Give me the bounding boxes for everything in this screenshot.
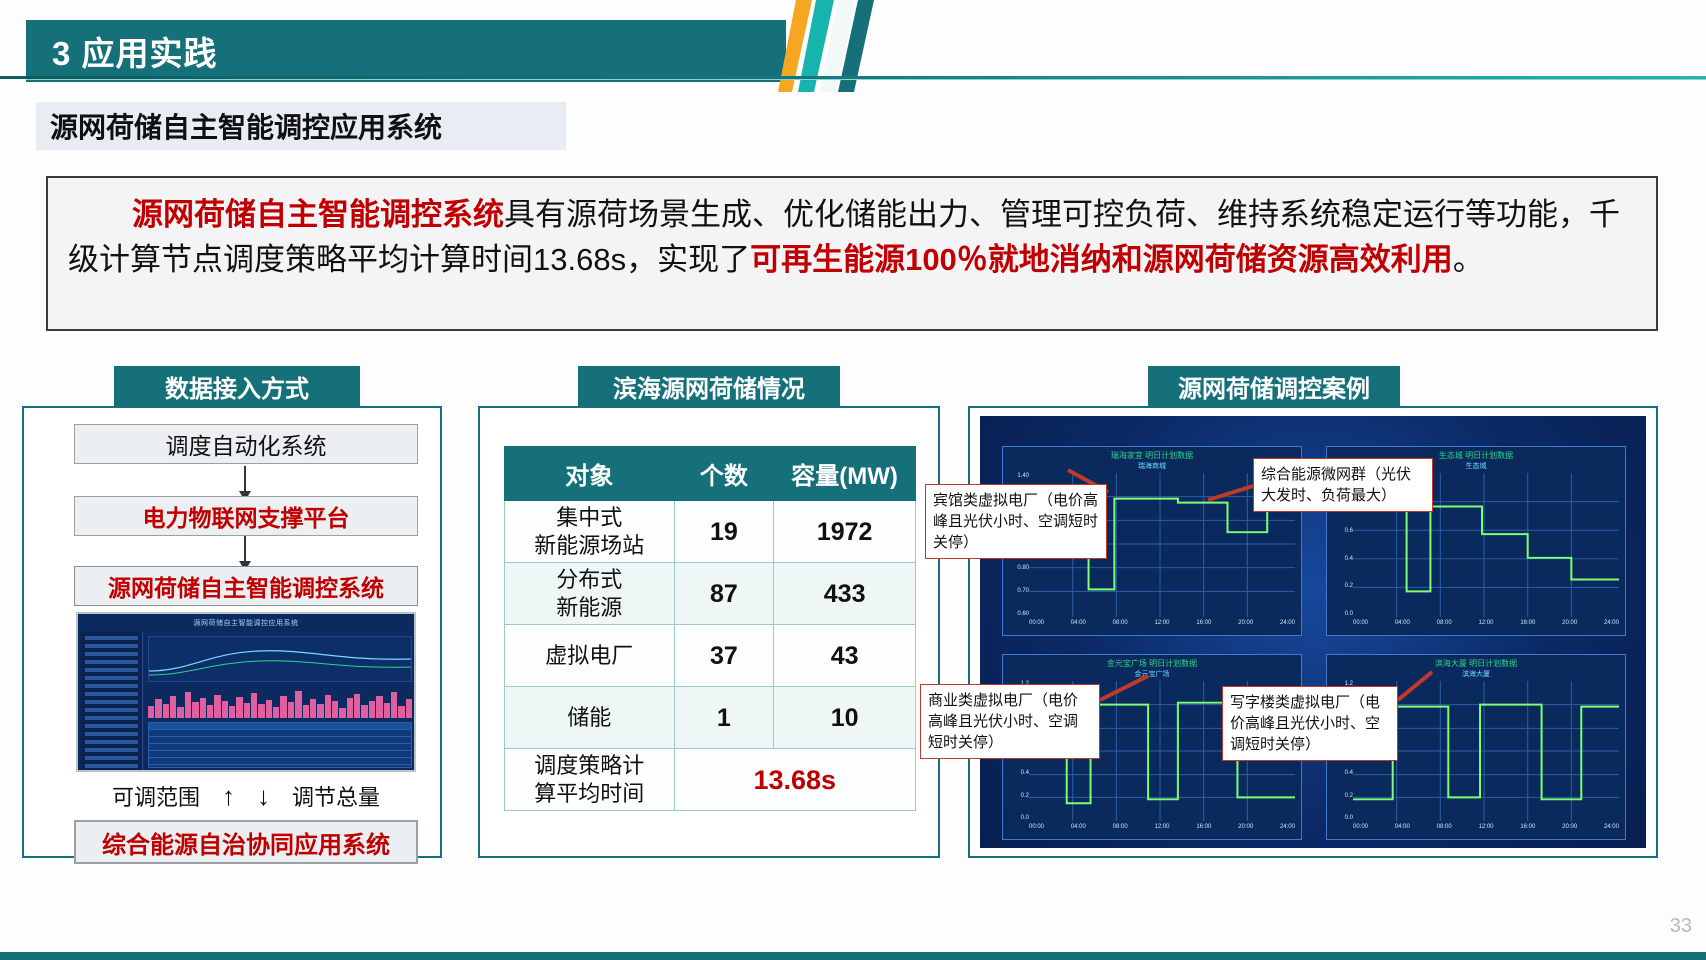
mini-chart-x-axis: 00:00 04:00 08:00 12:00 16:00 20:00 24:00 [1029,824,1295,830]
callout-hotel-vpp: 宾馆类虚拟电厂（电价高峰且光伏小时、空调短时关停） [925,484,1107,559]
paragraph-normal-2: 。 [1452,242,1484,277]
callout-commercial-vpp: 商业类虚拟电厂（电价高峰且光伏小时、空调短时关停） [920,684,1100,759]
mini-chart-x-axis: 00:00 04:00 08:00 12:00 16:00 20:00 24:00 [1029,620,1295,626]
cell-object: 虚拟电厂 [504,624,675,687]
table-row: 虚拟电厂 37 43 [504,624,916,687]
mini-chart-title: 生态城 明日计划数据 [1438,451,1514,460]
arrow-down-icon [239,466,251,501]
page-number: 33 [1669,915,1692,937]
arrow-down-icon [239,536,251,571]
data-access-panel: 调度自动化系统 电力物联网支撑平台 源网荷储自主智能调控系统 源网荷储自主智能调… [22,406,442,864]
description-paragraph: 源网荷储自主智能调控系统具有源荷场景生成、优化储能出力、管理可控负荷、维持系统稳… [68,192,1636,282]
cell-capacity: 43 [773,624,916,687]
mini-chart-title: 金元宝广场 明日计划数据 [1106,659,1198,668]
highlight-system-name: 源网荷储自主智能调控系统 [132,197,504,232]
section-header-data-access: 数据接入方式 [114,366,360,406]
section-header-label: 源网荷储调控案例 [1178,375,1370,403]
table-row: 分布式 新能源 87 433 [504,562,916,625]
mini-chart-subtitle: 金元宝广场 [1134,671,1170,678]
cell-capacity: 10 [773,686,916,749]
header-rule-thin [26,79,1706,80]
flow-box-integrated-energy-system: 综合能源自治协同应用系统 [74,820,418,864]
cell-object: 储能 [504,686,675,749]
flow-box-label: 调度自动化系统 [165,433,327,459]
flow-box-label: 综合能源自治协同应用系统 [102,831,390,859]
decorative-slash-icon [778,0,898,92]
flow-box-label: 源网荷储自主智能调控系统 [108,575,384,601]
mini-chart-subtitle: 生态城 [1465,463,1487,470]
thumbnail-title: 源网荷储自主智能调控应用系统 [193,620,299,627]
cell-count: 37 [673,624,775,687]
adjust-legend-row: 可调范围 ↑ ↓ 调节总量 [84,780,408,812]
adjust-total-label: 调节总量 [292,785,381,810]
thumbnail-data-table [148,722,412,768]
section-header-control-case: 源网荷储调控案例 [1148,366,1400,406]
cell-capacity: 1972 [773,500,916,563]
header-rule [0,76,1706,79]
mini-chart-title: 滨海大厦 明日计划数据 [1434,659,1518,668]
table-row: 储能 1 10 [504,686,916,749]
paragraph-normal-1: 具有源荷场景生成、优化储能出力、管理可控负荷、维持系统稳定运行等功能，千级计算节… [68,197,1620,277]
description-box: 源网荷储自主智能调控系统具有源荷场景生成、优化储能出力、管理可控负荷、维持系统稳… [46,176,1658,331]
column-header-capacity: 容量(MW) [773,446,916,501]
callout-office-vpp: 写字楼类虚拟电厂（电价高峰且光伏小时、空调短时关停） [1222,686,1398,761]
flow-box-control-system: 源网荷储自主智能调控系统 [74,566,418,606]
table-row: 集中式 新能源场站 19 1972 [504,500,916,563]
arrow-up-icon: ↑ [222,780,235,811]
mini-chart-subtitle: 瑞海商城 [1138,463,1166,470]
mini-chart-x-axis: 00:00 04:00 08:00 12:00 16:00 20:00 24:00 [1353,824,1619,830]
subtitle-chip: 源网荷储自主智能调控应用系统 [36,102,566,150]
cell-footer-label: 调度策略计 算平均时间 [504,748,675,811]
section-header-label: 滨海源网荷储情况 [613,375,805,403]
adjust-range-label: 可调范围 [111,785,200,810]
section-header-binhai-status: 滨海源网荷储情况 [578,366,840,406]
flow-box-iot-platform: 电力物联网支撑平台 [74,496,418,536]
column-header-object: 对象 [504,446,675,501]
thumbnail-waveform-chart [148,636,412,682]
page-title: 3 应用实践 [52,35,218,72]
cell-count: 1 [673,686,775,749]
cell-capacity: 433 [773,562,916,625]
cell-object: 分布式 新能源 [504,562,675,625]
footer-rule [0,952,1706,960]
arrow-down-icon: ↓ [257,780,270,811]
subtitle-label: 源网荷储自主智能调控应用系统 [50,112,443,143]
section-header-label: 数据接入方式 [165,375,309,403]
system-screenshot-thumbnail[interactable]: 源网荷储自主智能调控应用系统 [76,612,416,772]
mini-chart-x-axis: 00:00 04:00 08:00 12:00 16:00 20:00 24:00 [1353,620,1619,626]
column-header-count: 个数 [673,446,775,501]
table-header-row: 对象 个数 容量(MW) [504,446,916,501]
flow-box-dispatch-automation: 调度自动化系统 [74,424,418,464]
table-footer-row: 调度策略计 算平均时间 13.68s [504,748,916,811]
mini-chart-subtitle: 滨海大厦 [1462,671,1490,678]
binhai-status-panel: 对象 个数 容量(MW) 集中式 新能源场站 19 1972 分布式 新能源 87 … [478,406,940,858]
thumbnail-sidebar [81,632,143,770]
flow-box-label: 电力物联网支撑平台 [142,505,350,531]
resource-summary-table: 对象 个数 容量(MW) 集中式 新能源场站 19 1972 分布式 新能源 87 … [504,446,916,811]
cell-footer-value: 13.68s [673,748,916,811]
thumbnail-bar-chart [148,688,412,718]
highlight-outcome: 可再生能源100％就地消纳和源网荷储资源高效利用 [750,242,1453,277]
section-title-bar: 3 应用实践 [26,20,786,82]
callout-microgrid-cluster: 综合能源微网群（光伏大发时、负荷最大） [1253,458,1433,512]
mini-chart-title: 瑞海家宜 明日计划数据 [1110,451,1194,460]
cell-count: 19 [673,500,775,563]
cell-object: 集中式 新能源场站 [504,500,675,563]
cell-count: 87 [673,562,775,625]
